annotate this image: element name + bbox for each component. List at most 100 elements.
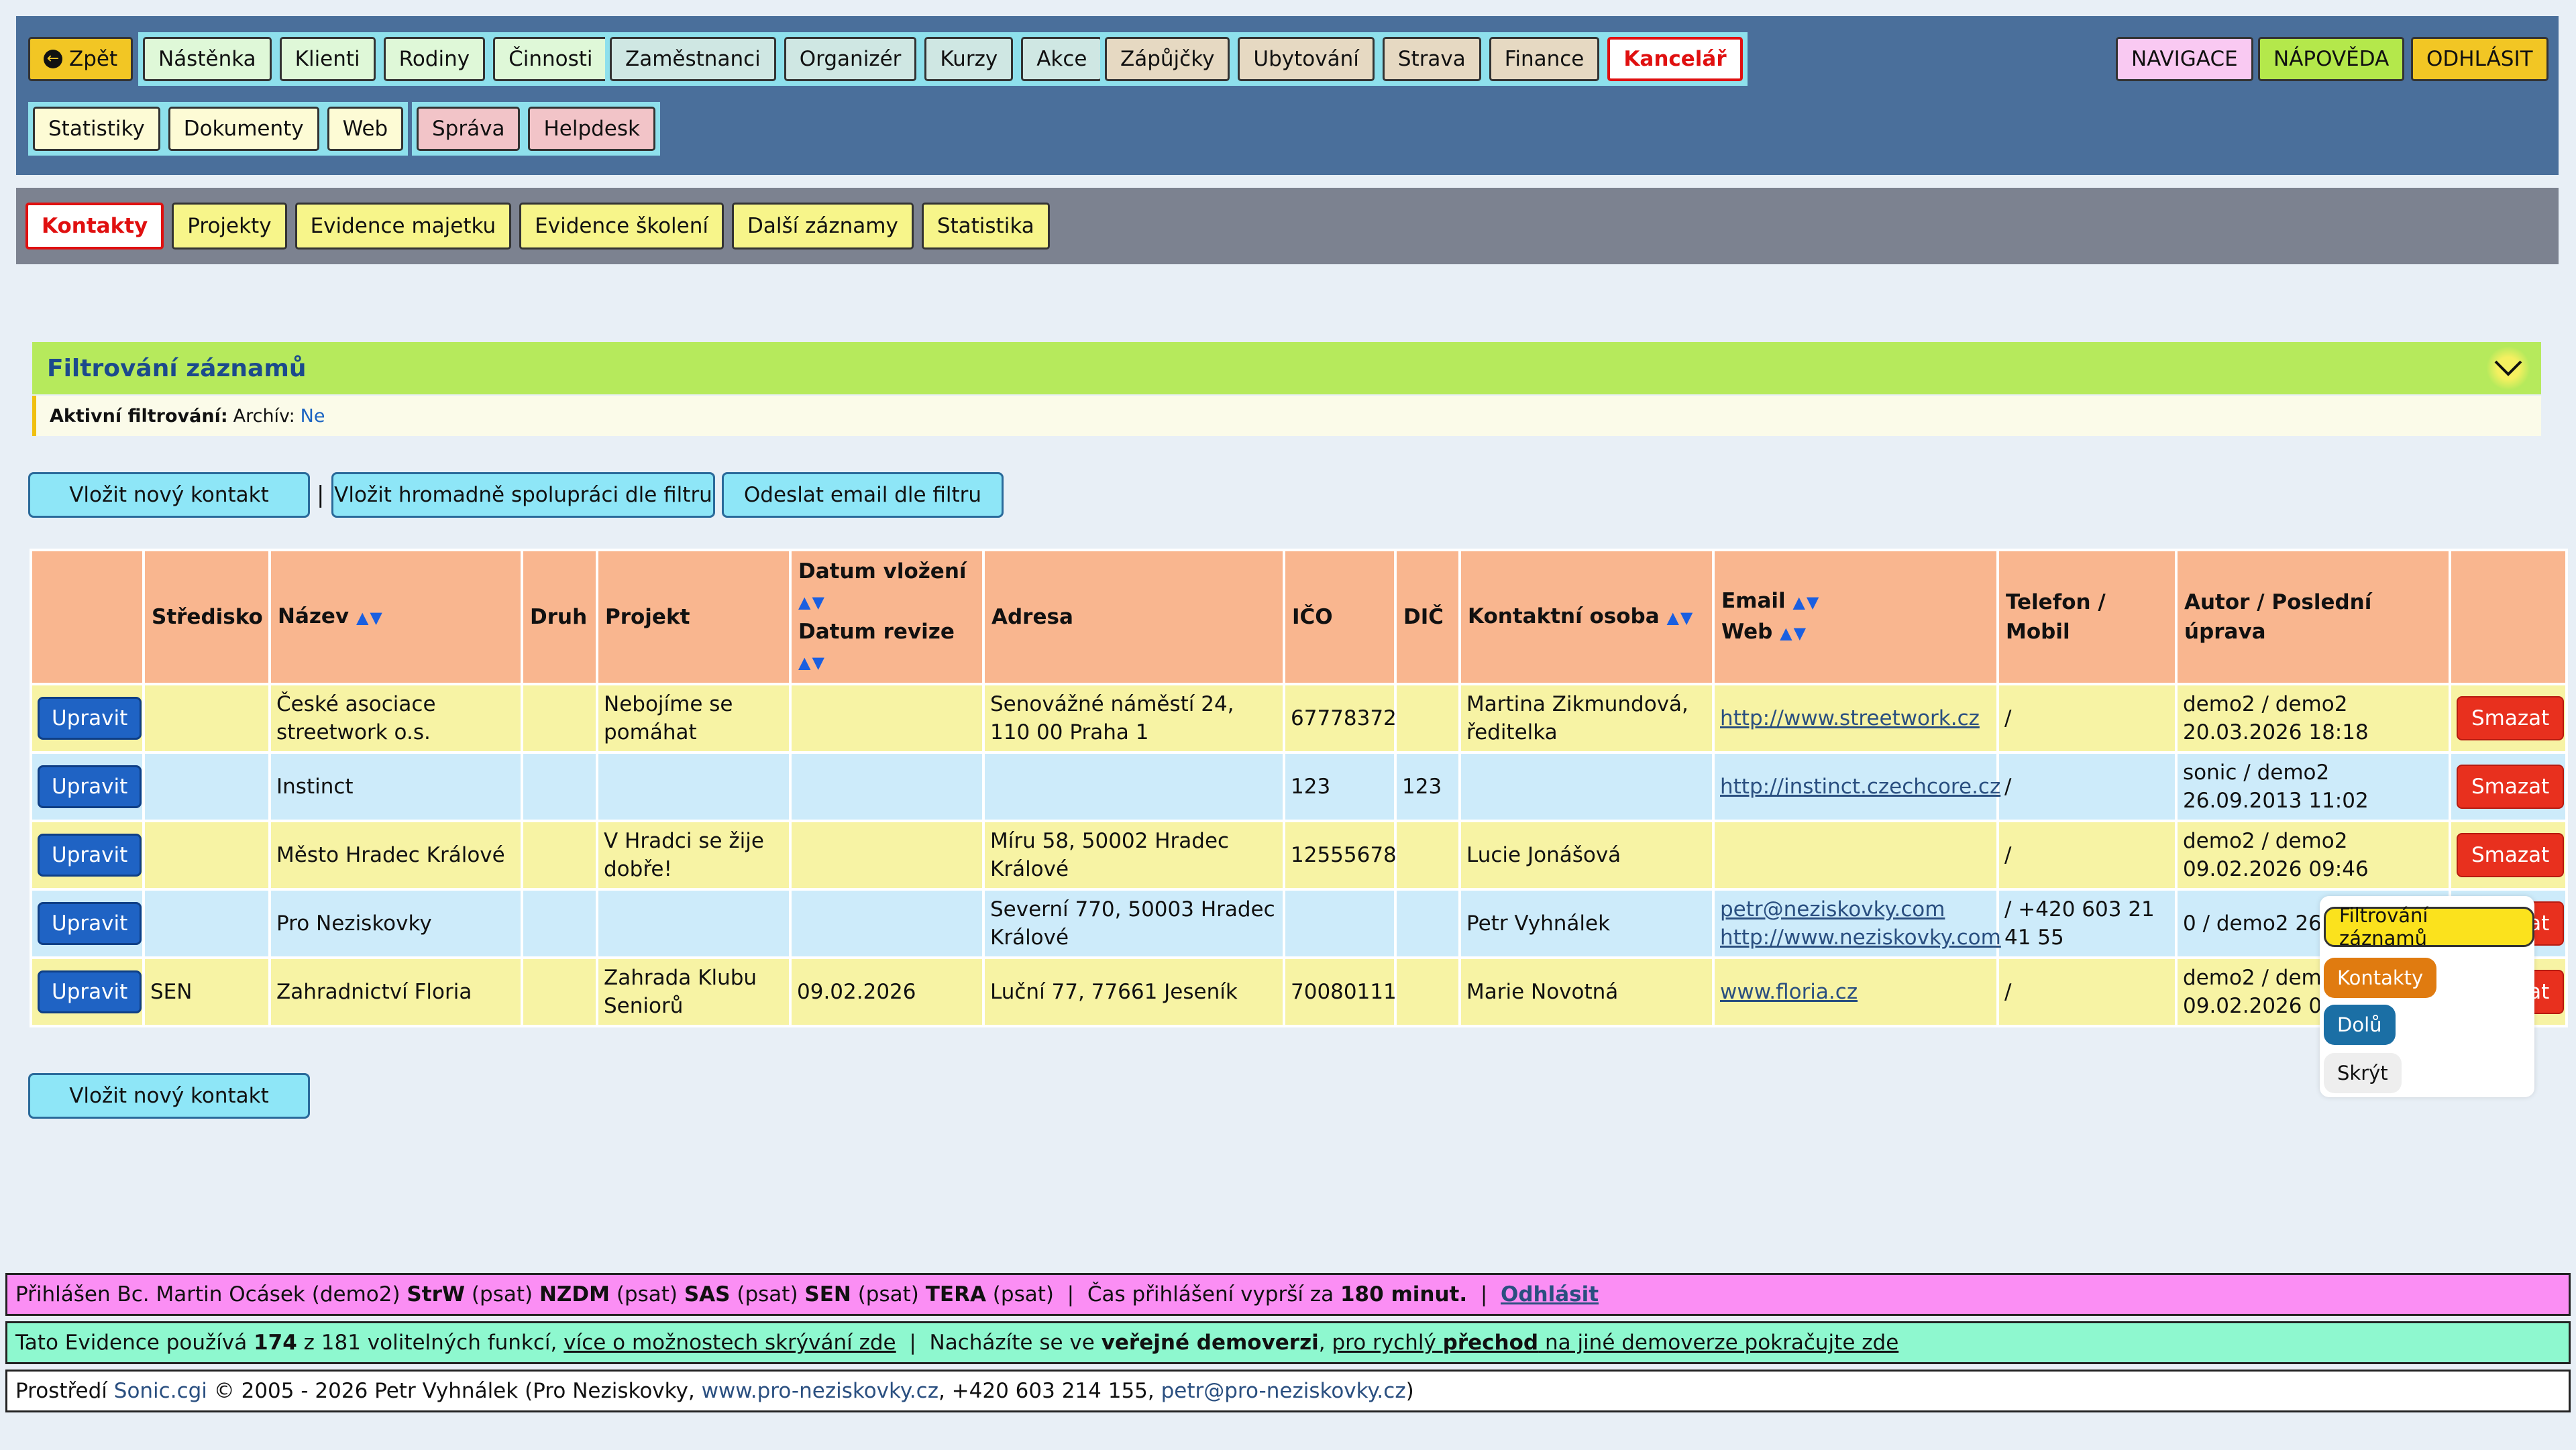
cell-telefon: / +420 603 21 41 55 — [1999, 891, 2175, 956]
nav-group-clients: Nástěnka Klienti Rodiny Činnosti — [138, 32, 613, 86]
col-delete — [2451, 551, 2565, 683]
quick-hide-button[interactable]: Skrýt — [2324, 1053, 2402, 1093]
hiding-options-link[interactable]: více o možnostech skrývání zde — [564, 1331, 896, 1355]
cell-ico: 123 — [1285, 754, 1394, 820]
web-link[interactable]: http://www.streetwork.cz — [1720, 706, 1980, 730]
tab-dalsi-zaznamy[interactable]: Další záznamy — [731, 203, 914, 249]
edit-button[interactable]: Upravit — [38, 765, 142, 808]
sonic-link[interactable]: Sonic.cgi — [113, 1379, 207, 1403]
cell-dic: 123 — [1397, 754, 1458, 820]
nav-item-nastenka[interactable]: Nástěnka — [143, 37, 272, 81]
nav-item-sprava[interactable]: Správa — [417, 107, 521, 151]
sort-arrows-icon[interactable]: ▲▼ — [356, 608, 384, 627]
col-actions — [32, 551, 142, 683]
help-button[interactable]: NÁPOVĚDA — [2258, 37, 2405, 81]
nav-item-dokumenty[interactable]: Dokumenty — [168, 107, 319, 151]
quick-contacts-button[interactable]: Kontakty — [2324, 958, 2437, 998]
web-link[interactable]: http://instinct.czechcore.cz — [1720, 775, 2001, 799]
cell-adresa: Luční 77, 77661 Jeseník — [985, 959, 1283, 1025]
cell-projekt: V Hradci se žije dobře! — [598, 822, 789, 888]
logout-button[interactable]: ODHLÁSIT — [2411, 37, 2548, 81]
table-row: Upravit Pro Neziskovky Severní 770, 5000… — [32, 891, 2565, 956]
edit-button[interactable]: Upravit — [38, 970, 142, 1013]
nav-item-kurzy[interactable]: Kurzy — [924, 37, 1014, 81]
cell-druh — [523, 685, 596, 751]
floating-quick-nav: Filtrování záznamů Kontakty Dolů Skrýt — [2320, 896, 2534, 1097]
nav-item-web[interactable]: Web — [327, 107, 404, 151]
nav-item-finance[interactable]: Finance — [1489, 37, 1600, 81]
nav-item-kancelar[interactable]: Kancelář — [1607, 37, 1743, 81]
cell-nazev: Instinct — [271, 754, 521, 820]
session-timeout: 180 minut. — [1340, 1282, 1468, 1306]
web-link[interactable]: www.floria.cz — [1720, 980, 1858, 1004]
arrow-left-icon: ← — [44, 50, 62, 68]
delete-button[interactable]: Smazat — [2457, 833, 2565, 877]
cell-stredisko — [145, 822, 268, 888]
col-ico: IČO — [1285, 551, 1394, 683]
sort-arrows-icon[interactable]: ▲▼ — [798, 653, 826, 672]
back-button[interactable]: ← Zpět — [28, 37, 133, 81]
nav-item-klienti[interactable]: Klienti — [279, 37, 376, 81]
cell-dic — [1397, 959, 1458, 1025]
cell-kontakt: Petr Vyhnálek — [1461, 891, 1712, 956]
delete-button[interactable]: Smazat — [2457, 696, 2565, 740]
sort-arrows-icon[interactable]: ▲▼ — [1780, 624, 1808, 643]
table-row: Upravit Město Hradec Králové V Hradci se… — [32, 822, 2565, 888]
tab-evidence-majetku[interactable]: Evidence majetku — [294, 203, 512, 249]
website-link[interactable]: www.pro-neziskovky.cz — [701, 1379, 938, 1403]
login-status-bar: Přihlášen Bc. Martin Ocásek (demo2) StrW… — [5, 1273, 2571, 1316]
tab-projekty[interactable]: Projekty — [172, 203, 287, 249]
new-contact-button[interactable]: Vložit nový kontakt — [28, 472, 310, 518]
bulk-cooperation-button[interactable]: Vložit hromadně spolupráci dle filtru — [331, 472, 715, 518]
tab-statistika[interactable]: Statistika — [921, 203, 1050, 249]
col-adresa: Adresa — [985, 551, 1283, 683]
cell-datum — [792, 685, 982, 751]
col-email-web: Email ▲▼ Web ▲▼ — [1715, 551, 1996, 683]
cell-telefon: / — [1999, 959, 2175, 1025]
filter-panel-header[interactable]: Filtrování záznamů — [32, 342, 2541, 394]
archive-value[interactable]: Ne — [300, 405, 325, 427]
nav-item-rodiny[interactable]: Rodiny — [383, 37, 486, 81]
cell-telefon: / — [1999, 822, 2175, 888]
sort-arrows-icon[interactable]: ▲▼ — [1792, 593, 1821, 612]
quick-filter-button[interactable]: Filtrování záznamů — [2324, 904, 2534, 950]
email-contact-link[interactable]: petr@pro-neziskovky.cz — [1161, 1379, 1406, 1403]
nav-item-zamestnanci[interactable]: Zaměstnanci — [610, 37, 776, 81]
edit-button[interactable]: Upravit — [38, 902, 142, 945]
web-link[interactable]: http://www.neziskovky.com — [1720, 926, 2001, 950]
logout-link[interactable]: Odhlásit — [1501, 1282, 1599, 1306]
tab-kontakty[interactable]: Kontakty — [25, 203, 164, 249]
cell-projekt — [598, 754, 789, 820]
email-link[interactable]: petr@neziskovky.com — [1720, 897, 1945, 922]
main-navigation: ← Zpět Nástěnka Klienti Rodiny Činnosti … — [16, 16, 2559, 175]
cell-nazev: Pro Neziskovky — [271, 891, 521, 956]
delete-button[interactable]: Smazat — [2457, 765, 2565, 809]
cell-datum: 09.02.2026 — [792, 959, 982, 1025]
cell-druh — [523, 891, 596, 956]
nav-item-cinnosti[interactable]: Činnosti — [493, 37, 608, 81]
nav-item-strava[interactable]: Strava — [1382, 37, 1481, 81]
col-autor: Autor / Poslední úprava — [2178, 551, 2449, 683]
tab-evidence-skoleni[interactable]: Evidence školení — [519, 203, 724, 249]
edit-button[interactable]: Upravit — [38, 697, 142, 740]
nav-item-ubytovani[interactable]: Ubytování — [1238, 37, 1375, 81]
navigation-button[interactable]: NAVIGACE — [2116, 37, 2253, 81]
nav-item-statistiky[interactable]: Statistiky — [33, 107, 160, 151]
filter-title: Filtrování záznamů — [47, 354, 307, 382]
cell-adresa: Severní 770, 50003 Hradec Králové — [985, 891, 1283, 956]
cell-ico: 12555678 — [1285, 822, 1397, 888]
cell-email-web: http://instinct.czechcore.cz — [1715, 754, 2001, 820]
nav-item-organizer[interactable]: Organizér — [784, 37, 917, 81]
new-contact-button-bottom[interactable]: Vložit nový kontakt — [28, 1073, 310, 1119]
chevron-down-icon[interactable] — [2486, 346, 2530, 390]
sort-arrows-icon[interactable]: ▲▼ — [798, 593, 826, 612]
cell-telefon: / — [1999, 754, 2175, 820]
nav-item-helpdesk[interactable]: Helpdesk — [528, 107, 655, 151]
edit-button[interactable]: Upravit — [38, 834, 142, 877]
quick-down-button[interactable]: Dolů — [2324, 1005, 2396, 1045]
nav-item-zapujcky[interactable]: Zápůjčky — [1105, 37, 1230, 81]
nav-item-akce[interactable]: Akce — [1021, 37, 1103, 81]
other-demo-link[interactable]: pro rychlý přechod na jiné demoverze pok… — [1332, 1331, 1899, 1355]
sort-arrows-icon[interactable]: ▲▼ — [1666, 608, 1695, 627]
send-email-button[interactable]: Odeslat email dle filtru — [722, 472, 1004, 518]
